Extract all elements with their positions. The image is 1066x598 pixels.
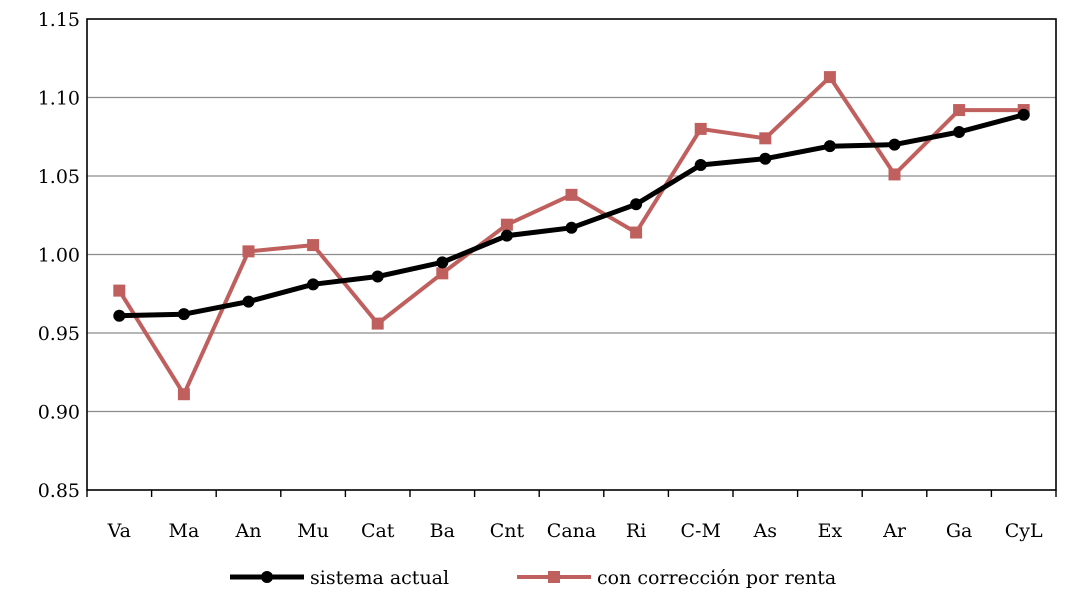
data-point — [177, 388, 190, 401]
data-point — [436, 256, 449, 269]
data-point — [307, 239, 320, 252]
data-point — [694, 122, 707, 135]
x-tick-label: Va — [107, 520, 131, 542]
series-line-sistema-actual — [116, 112, 1027, 319]
data-point — [1017, 108, 1030, 121]
data-point — [113, 309, 126, 322]
data-point — [888, 168, 901, 181]
y-tick-label: 0.85 — [38, 480, 80, 502]
x-tick-label: Cnt — [490, 520, 525, 542]
y-tick-label: 1.00 — [38, 245, 80, 267]
x-tick-label: Ex — [818, 520, 843, 542]
data-point — [177, 308, 190, 321]
legend-label: sistema actual — [310, 567, 449, 589]
legend: sistema actual con corrección por renta — [230, 567, 836, 589]
data-point — [436, 267, 449, 280]
y-tick-label: 0.95 — [38, 323, 80, 345]
data-point — [630, 198, 643, 211]
data-point — [565, 221, 578, 234]
data-point — [500, 218, 513, 231]
data-point — [759, 132, 772, 145]
series-line-con-correccion-por-renta — [117, 75, 1026, 397]
data-point — [371, 317, 384, 330]
y-tick-label: 0.90 — [38, 402, 80, 424]
plot-frame — [86, 18, 1057, 491]
axes — [86, 18, 1057, 497]
data-point — [953, 126, 966, 139]
data-point — [823, 140, 836, 153]
data-point — [565, 188, 578, 201]
y-tick-label: 1.05 — [38, 166, 80, 188]
data-point — [242, 245, 255, 258]
data-point — [242, 295, 255, 308]
x-tick-label: Ga — [946, 520, 973, 542]
x-tick-label: Ba — [430, 520, 455, 542]
x-tick-label: Ma — [169, 520, 200, 542]
y-tick-label: 1.15 — [38, 9, 80, 31]
data-point — [630, 226, 643, 239]
x-tick-label: As — [753, 520, 777, 542]
data-point — [371, 270, 384, 283]
legend-marker — [548, 571, 560, 583]
data-point — [888, 138, 901, 151]
y-tick-labels: 0.85 0.90 0.95 1.00 1.05 1.10 1.15 — [38, 9, 80, 502]
gridlines — [87, 96, 1056, 413]
x-tick-label: An — [235, 520, 262, 542]
x-tick-label: CyL — [1005, 520, 1043, 542]
series — [113, 71, 1030, 401]
x-tick-label: C-M — [680, 520, 720, 542]
x-tick-label: Cat — [361, 520, 395, 542]
data-point — [113, 284, 126, 297]
x-tick-label: Ri — [626, 520, 646, 542]
x-tick-label: Cana — [547, 520, 596, 542]
legend-marker — [261, 571, 273, 583]
x-tick-labels: Va Ma An Mu Cat Ba Cnt Cana Ri C-M As Ex Ar Ga CyL — [107, 520, 1043, 542]
y-tick-label: 1.10 — [38, 88, 80, 110]
data-point — [953, 104, 966, 117]
data-point — [307, 278, 320, 291]
legend-label: con corrección por renta — [597, 567, 836, 589]
data-point — [500, 229, 513, 242]
data-point — [823, 71, 836, 84]
data-point — [759, 152, 772, 165]
x-tick-label: Mu — [297, 520, 329, 542]
data-point — [694, 159, 707, 172]
x-tick-label: Ar — [882, 520, 907, 542]
